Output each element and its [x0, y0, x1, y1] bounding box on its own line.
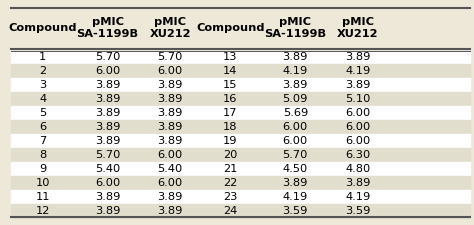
Text: pMIC
XU212: pMIC XU212 [337, 17, 379, 39]
Bar [11, 92, 470, 106]
Text: 6.00: 6.00 [283, 136, 308, 146]
Text: 5.70: 5.70 [95, 150, 120, 160]
Text: 5.70: 5.70 [283, 150, 308, 160]
Text: 5.09: 5.09 [283, 94, 308, 104]
Text: 18: 18 [223, 122, 237, 132]
Bar [11, 120, 470, 134]
Text: 3.89: 3.89 [157, 206, 183, 216]
Text: 4.19: 4.19 [345, 66, 371, 76]
Text: 13: 13 [223, 52, 237, 62]
Text: 12: 12 [36, 206, 50, 216]
Text: 5.70: 5.70 [157, 52, 183, 62]
Text: 3.89: 3.89 [283, 80, 308, 90]
Text: 4.50: 4.50 [283, 164, 308, 174]
Bar [11, 78, 470, 92]
Text: 11: 11 [36, 192, 50, 202]
Text: 4.80: 4.80 [345, 164, 371, 174]
Text: 5.70: 5.70 [95, 52, 120, 62]
Text: 3.89: 3.89 [157, 136, 183, 146]
Text: 3.89: 3.89 [345, 52, 371, 62]
Bar [11, 7, 470, 50]
Text: Compound: Compound [9, 23, 77, 33]
Text: 6.00: 6.00 [157, 150, 183, 160]
Text: 24: 24 [223, 206, 237, 216]
Bar [11, 148, 470, 162]
Text: 3.89: 3.89 [95, 80, 120, 90]
Text: 3.89: 3.89 [95, 94, 120, 104]
Text: 4.19: 4.19 [283, 66, 308, 76]
Text: 3.59: 3.59 [283, 206, 308, 216]
Text: 14: 14 [223, 66, 237, 76]
Text: 3.89: 3.89 [95, 108, 120, 118]
Text: 4.19: 4.19 [345, 192, 371, 202]
Bar [11, 106, 470, 120]
Text: 6.00: 6.00 [345, 136, 371, 146]
Text: 6.00: 6.00 [95, 178, 120, 188]
Text: 3.89: 3.89 [345, 80, 371, 90]
Text: 3: 3 [39, 80, 46, 90]
Text: 5: 5 [39, 108, 46, 118]
Text: 5.10: 5.10 [345, 94, 371, 104]
Text: pMIC
SA-1199B: pMIC SA-1199B [264, 17, 326, 39]
Text: 5.40: 5.40 [95, 164, 120, 174]
Text: 22: 22 [223, 178, 237, 188]
Text: 4.19: 4.19 [283, 192, 308, 202]
Bar [11, 134, 470, 148]
Bar [11, 50, 470, 64]
Text: 5.40: 5.40 [157, 164, 183, 174]
Text: 3.89: 3.89 [157, 108, 183, 118]
Text: 4: 4 [39, 94, 46, 104]
Text: 3.89: 3.89 [283, 178, 308, 188]
Bar [11, 204, 470, 218]
Text: 23: 23 [223, 192, 237, 202]
Text: 6: 6 [39, 122, 46, 132]
Text: 20: 20 [223, 150, 237, 160]
Text: 3.89: 3.89 [157, 192, 183, 202]
Text: Compound: Compound [196, 23, 264, 33]
Text: 19: 19 [223, 136, 237, 146]
Text: 6.00: 6.00 [95, 66, 120, 76]
Text: 3.89: 3.89 [95, 136, 120, 146]
Text: 3.89: 3.89 [157, 94, 183, 104]
Text: 10: 10 [36, 178, 50, 188]
Text: 17: 17 [223, 108, 237, 118]
Text: 3.89: 3.89 [95, 192, 120, 202]
Text: 1: 1 [39, 52, 46, 62]
Text: 6.30: 6.30 [345, 150, 371, 160]
Text: 16: 16 [223, 94, 237, 104]
Text: 5.69: 5.69 [283, 108, 308, 118]
Text: pMIC
SA-1199B: pMIC SA-1199B [76, 17, 138, 39]
Text: 9: 9 [39, 164, 46, 174]
Text: 3.89: 3.89 [157, 122, 183, 132]
Text: 3.89: 3.89 [95, 122, 120, 132]
Text: 6.00: 6.00 [345, 122, 371, 132]
Bar [11, 64, 470, 78]
Text: 3.89: 3.89 [345, 178, 371, 188]
Text: pMIC
XU212: pMIC XU212 [149, 17, 191, 39]
Text: 21: 21 [223, 164, 237, 174]
Bar [11, 162, 470, 176]
Text: 2: 2 [39, 66, 46, 76]
Bar [11, 176, 470, 190]
Bar [11, 190, 470, 204]
Text: 8: 8 [39, 150, 46, 160]
Text: 3.59: 3.59 [345, 206, 371, 216]
Text: 6.00: 6.00 [345, 108, 371, 118]
Text: 3.89: 3.89 [157, 80, 183, 90]
Text: 15: 15 [223, 80, 237, 90]
Text: 7: 7 [39, 136, 46, 146]
Text: 3.89: 3.89 [283, 52, 308, 62]
Text: 6.00: 6.00 [283, 122, 308, 132]
Text: 3.89: 3.89 [95, 206, 120, 216]
Text: 6.00: 6.00 [157, 178, 183, 188]
Text: 6.00: 6.00 [157, 66, 183, 76]
